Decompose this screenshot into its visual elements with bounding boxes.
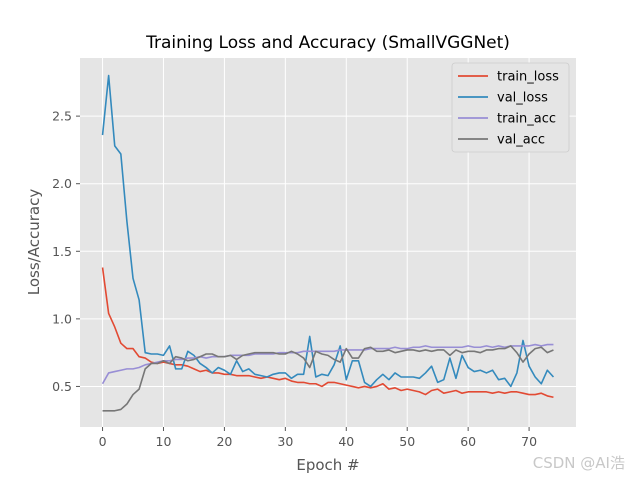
y-tick-label: 1.5 xyxy=(52,244,72,259)
x-tick-label: 50 xyxy=(399,434,415,449)
legend-label-val-acc: val_acc xyxy=(497,133,545,148)
x-tick-label: 40 xyxy=(338,434,354,449)
x-axis-label: Epoch # xyxy=(296,456,359,474)
x-tick-label: 30 xyxy=(277,434,293,449)
legend-label-train-acc: train_acc xyxy=(497,112,556,127)
x-tick-label: 10 xyxy=(156,434,172,449)
x-tick-label: 70 xyxy=(521,434,537,449)
y-tick-label: 2.5 xyxy=(52,109,72,124)
legend-label-train-loss: train_loss xyxy=(497,70,559,85)
series-line-train-loss xyxy=(101,267,554,399)
watermark: CSDN @AI浩 xyxy=(533,454,625,472)
y-axis-label: Loss/Accuracy xyxy=(25,189,43,296)
legend-box xyxy=(451,62,570,153)
y-tick-label: 1.0 xyxy=(52,311,72,326)
legend: train_loss val_loss train_acc val_acc xyxy=(451,62,570,153)
x-axis-ticks: 0 10 20 30 40 50 60 70 xyxy=(99,427,537,449)
y-tick-label: 2.0 xyxy=(52,176,72,191)
series-lines xyxy=(101,74,555,412)
y-axis-ticks: 0.5 1.0 1.5 2.0 2.5 xyxy=(52,109,80,394)
y-tick-label: 0.5 xyxy=(52,379,72,394)
series-line-val-loss xyxy=(101,74,555,388)
series-line-train-acc xyxy=(101,343,554,385)
series-line-val-acc xyxy=(102,345,554,412)
x-tick-label: 60 xyxy=(460,434,476,449)
legend-label-val-loss: val_loss xyxy=(497,91,548,106)
x-tick-label: 0 xyxy=(99,434,107,449)
x-tick-label: 20 xyxy=(216,434,232,449)
chart-title: Training Loss and Accuracy (SmallVGGNet) xyxy=(145,33,510,53)
